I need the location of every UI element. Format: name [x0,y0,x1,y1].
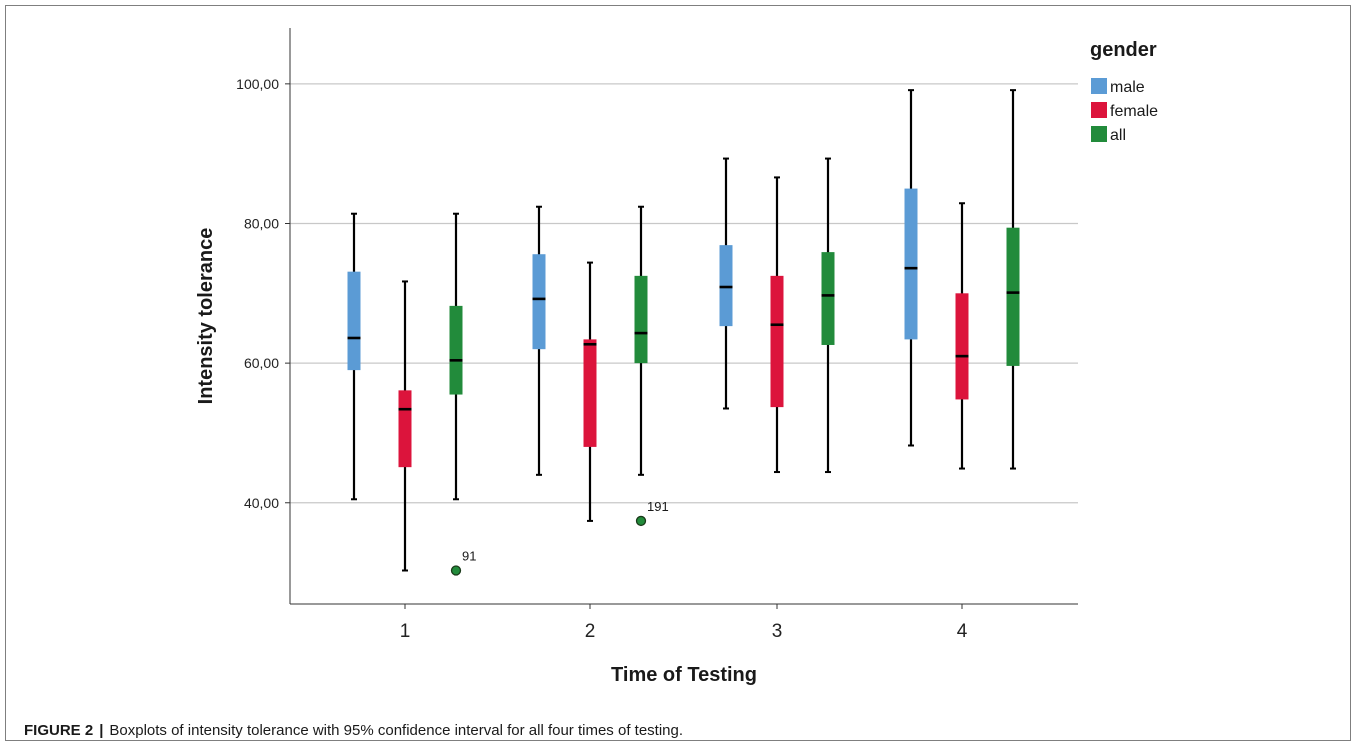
x-tick-label: 3 [772,621,783,642]
outlier-label: 91 [462,548,476,563]
legend-label-male: male [1110,79,1145,96]
iqr-box [821,252,835,345]
iqr-box [770,275,784,408]
legend-swatch-male [1091,78,1107,94]
legend-label-female: female [1110,103,1158,120]
box-female-4 [955,202,969,470]
figure-label: FIGURE 2 [24,722,94,739]
x-tick-label: 1 [400,621,411,642]
box-all-2 [634,205,648,476]
outlier-label: 191 [647,499,669,514]
iqr-box [955,293,969,400]
y-tick-label: 60,00 [244,355,279,371]
box-male-1 [347,212,361,501]
box-female-2 [583,261,597,522]
box-layer [347,89,1020,572]
x-tick-label: 4 [957,621,968,642]
iqr-box [583,339,597,447]
axes [289,28,1078,605]
box-male-3 [719,157,733,410]
legend-swatch-female [1091,102,1107,118]
outlier-point [450,565,462,576]
legend-title: gender [1090,39,1157,61]
caption-text: Boxplots of intensity tolerance with 95%… [109,722,684,739]
iqr-box [398,390,412,468]
box-male-4 [904,89,918,447]
figure-caption: FIGURE 2 | Boxplots of intensity tolerance… [24,722,683,739]
caption-separator: | [99,722,104,739]
y-axis-title: Intensity tolerance [195,228,217,405]
iqr-box [449,305,463,395]
box-female-1 [398,280,412,572]
iqr-box [634,275,648,364]
legend-swatch-all [1091,126,1107,142]
x-tick-labels: 1 2 3 4 [400,604,968,642]
box-all-1 [449,212,463,501]
box-female-3 [770,176,784,474]
box-male-2 [532,205,546,476]
box-all-4 [1006,89,1020,470]
boxplot-chart: 40,00 60,00 80,00 100,00 1 2 3 4 91 191 Intensi… [195,28,1158,686]
outlier-layer: 91 191 [450,499,669,576]
iqr-box [719,245,733,327]
x-axis-title: Time of Testing [611,664,757,686]
figure-frame [5,5,1351,741]
y-tick-label: 100,00 [236,76,279,92]
iqr-box [904,188,918,340]
y-tick-label: 80,00 [244,215,279,231]
y-tick-labels: 40,00 60,00 80,00 100,00 [236,76,279,511]
y-tick-label: 40,00 [244,495,279,511]
box-all-3 [821,157,835,474]
outlier-point [635,515,647,527]
iqr-box [1006,227,1020,366]
legend: gender male female all [1090,39,1158,144]
iqr-box [532,254,546,350]
iqr-box [347,271,361,371]
gridlines [285,83,1078,504]
x-tick-label: 2 [585,621,596,642]
legend-label-all: all [1110,127,1126,144]
